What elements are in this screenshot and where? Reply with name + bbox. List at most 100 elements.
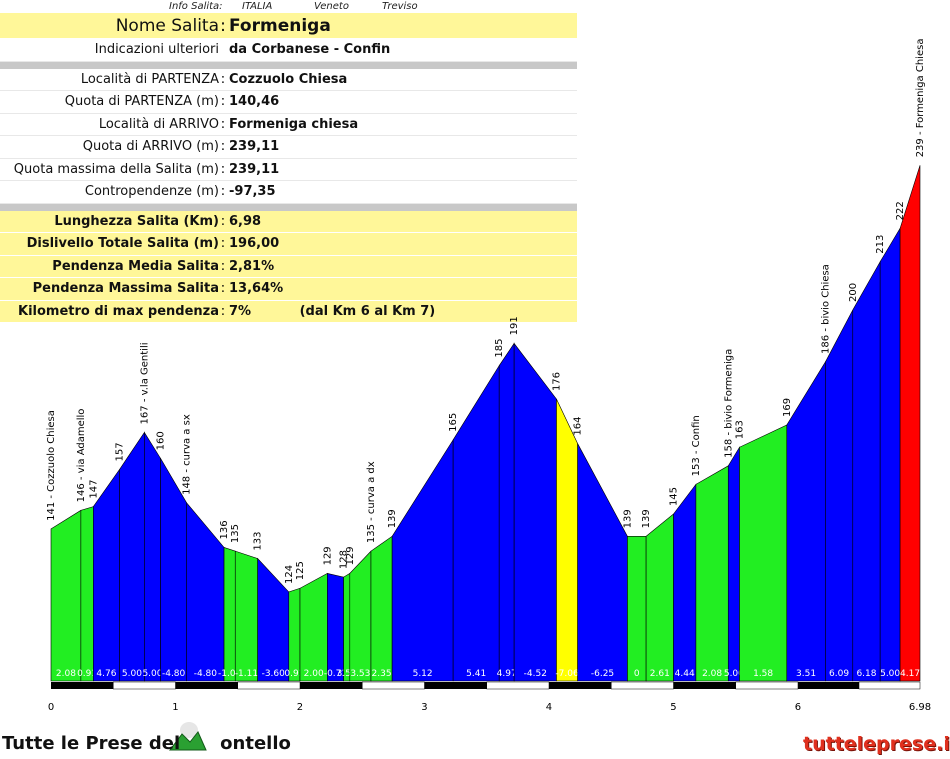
km-bar-segment: [361, 681, 425, 690]
profile-segment: [299, 572, 328, 682]
footer-brand-tail: ontello: [220, 733, 291, 754]
point-label: 239 - Formeniga Chiesa: [915, 39, 926, 158]
segment-gradient-label: -4.52: [524, 669, 547, 679]
label-contropendenze: Contropendenze (m): [84, 184, 219, 200]
point-label: 129: [345, 546, 356, 565]
km-bar-segment: [610, 681, 674, 690]
point-label: 135: [230, 524, 241, 543]
point-label: 153 - Confin: [691, 415, 702, 476]
x-tick-label: 6.98: [909, 702, 931, 713]
label-km-max-pendenza: Kilometro di max pendenza: [18, 303, 219, 319]
footer-brand: Tutte le Prese del ontello: [2, 733, 291, 754]
km-bar-segment: [735, 681, 799, 690]
x-tick-label: 3: [421, 702, 427, 713]
profile-segment: [899, 165, 921, 682]
x-tick-label: 5: [670, 702, 676, 713]
point-label: 141 - Cozzuolo Chiesa: [46, 410, 57, 521]
info-header-province: Treviso: [382, 1, 418, 12]
value-arrivo: Formeniga chiesa: [229, 116, 359, 132]
profile-segment: [645, 513, 674, 682]
point-label: 139: [641, 509, 652, 528]
point-label: 136: [219, 520, 230, 539]
km-bar-segment: [237, 681, 301, 690]
label-quota-arrivo: Quota di ARRIVO (m): [82, 139, 219, 155]
profile-segment: [370, 535, 393, 682]
value-quota-partenza: 140,46: [229, 94, 280, 110]
profile-segment: [223, 547, 236, 682]
profile-segment: [739, 424, 788, 682]
value-pendenza-media: 2,81%: [229, 258, 275, 274]
row-arrivo: Località di ARRIVO: Formeniga chiesa: [0, 114, 577, 136]
profile-segment: [513, 342, 557, 682]
segment-gradient-label: -1.00: [218, 669, 242, 679]
point-label: 167 - v.la Gentili: [139, 342, 150, 424]
value-quota-massima: 239,11: [229, 161, 280, 177]
point-label: 185: [494, 339, 505, 358]
segment-gradient-label: 4.44: [675, 669, 695, 679]
point-label: 164: [573, 416, 584, 435]
profile-segment: [825, 309, 854, 682]
segment-gradient-label: 5.00: [724, 669, 744, 679]
segment-gradient-label: -7.06: [555, 669, 579, 679]
point-label: 145: [668, 487, 679, 506]
point-label: 128: [339, 550, 350, 569]
profile-segment: [93, 468, 120, 682]
x-tick-label: 6: [795, 702, 801, 713]
value-lunghezza: 6,98: [229, 213, 262, 229]
value-km-range: (dal Km 6 al Km 7): [299, 303, 436, 319]
point-label: 124: [284, 565, 295, 584]
segment-gradient-label: 6.18: [856, 669, 876, 679]
footer-brand-text: Tutte le Prese del: [2, 733, 181, 754]
km-bar-segment: [858, 681, 921, 690]
value-pendenza-massima: 13,64%: [229, 281, 284, 297]
point-label: 147: [88, 480, 99, 499]
segment-gradient-label: 4.97: [497, 669, 517, 679]
profile-segment: [391, 438, 454, 682]
profile-segment: [50, 509, 82, 682]
point-label: 157: [114, 442, 125, 461]
profile-segment: [327, 573, 344, 682]
segment-gradient-label: 3.53: [337, 669, 357, 679]
label-partenza: Località di PARTENZA: [80, 71, 219, 87]
km-bar-segment: [175, 682, 238, 689]
profile-segment: [673, 483, 697, 682]
segment-gradient-label: 5.00: [142, 669, 162, 679]
segment-gradient-label: 3.53: [350, 669, 370, 679]
climb-info-table: Nome Salita: Formeniga Indicazioni ulter…: [0, 13, 577, 323]
profile-segment: [695, 465, 729, 682]
row-pendenza-massima: Pendenza Massima Salita: 13,64%: [0, 278, 577, 301]
profile-segment: [144, 431, 161, 682]
point-label: 222: [895, 201, 906, 220]
segment-gradient-label: -0.71: [324, 669, 347, 679]
row-quota-massima: Quota massima della Salita (m): 239,11: [0, 159, 577, 181]
segment-gradient-label: 1.58: [753, 669, 773, 679]
x-tick-label: 0: [48, 702, 54, 713]
x-tick-label: 1: [172, 702, 178, 713]
profile-segment: [498, 342, 515, 682]
value-dislivello: 196,00: [229, 236, 280, 252]
segment-gradient-label: 4.76: [96, 669, 116, 679]
row-quota-partenza: Quota di PARTENZA (m): 140,46: [0, 91, 577, 114]
profile-segment: [452, 364, 500, 682]
x-tick-label: 2: [297, 702, 303, 713]
segment-gradient-label: 6.09: [829, 669, 849, 679]
segment-gradient-label: -6.25: [591, 669, 614, 679]
point-label: 165: [448, 413, 459, 432]
profile-segment: [343, 572, 351, 682]
value-indicazioni: da Corbanese - Confin: [229, 42, 391, 58]
point-label: 213: [875, 235, 886, 254]
row-dislivello: Dislivello Totale Salita (m): 196,00: [0, 233, 577, 256]
km-bar-segment: [424, 682, 487, 689]
profile-segment: [349, 550, 372, 682]
point-label: 125: [295, 561, 306, 580]
segment-gradient-label: 3.51: [796, 669, 816, 679]
segment-gradient-label: 2.35: [372, 669, 392, 679]
row-partenza: Località di PARTENZA: Cozzuolo Chiesa: [0, 69, 577, 91]
label-quota-massima: Quota massima della Salita (m): [13, 161, 219, 177]
value-km-max: 7%: [229, 303, 252, 319]
value-quota-arrivo: 239,11: [229, 139, 280, 155]
footer-site: tutteleprese.it: [803, 733, 950, 755]
segment-gradient-label: -4.80: [162, 669, 186, 679]
label-nome-salita: Nome Salita: [115, 15, 219, 36]
row-nome-salita: Nome Salita: Formeniga: [0, 13, 577, 39]
